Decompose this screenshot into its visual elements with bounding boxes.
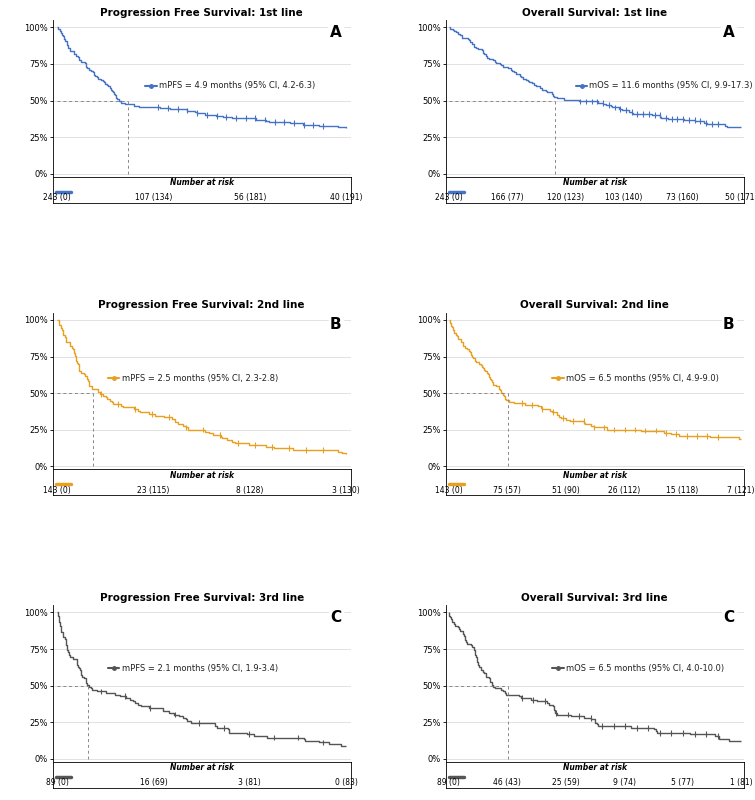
Text: 9 (74): 9 (74) — [612, 778, 636, 787]
Text: 15 (118): 15 (118) — [667, 486, 698, 494]
Text: mPFS = 4.9 months (95% CI, 4.2-6.3): mPFS = 4.9 months (95% CI, 4.2-6.3) — [159, 82, 316, 90]
Text: 26 (112): 26 (112) — [608, 486, 640, 494]
Text: Number at risk: Number at risk — [170, 763, 234, 772]
Text: Number at risk: Number at risk — [562, 178, 627, 187]
Text: 103 (140): 103 (140) — [606, 193, 643, 202]
Text: Number at risk: Number at risk — [170, 470, 234, 480]
Text: 143 (0): 143 (0) — [43, 486, 71, 494]
Text: 143 (0): 143 (0) — [435, 486, 463, 494]
Text: 40 (191): 40 (191) — [330, 193, 362, 202]
Text: 8 (128): 8 (128) — [236, 486, 263, 494]
Text: 50 (171): 50 (171) — [725, 193, 755, 202]
Text: 23 (115): 23 (115) — [137, 486, 170, 494]
Text: mOS = 11.6 months (95% CI, 9.9-17.3): mOS = 11.6 months (95% CI, 9.9-17.3) — [590, 82, 753, 90]
X-axis label: Months: Months — [181, 777, 222, 787]
X-axis label: Months: Months — [575, 777, 615, 787]
Text: 16 (69): 16 (69) — [140, 778, 168, 787]
X-axis label: Months: Months — [575, 485, 615, 494]
Text: 51 (90): 51 (90) — [552, 486, 579, 494]
Text: 0 (83): 0 (83) — [335, 778, 358, 787]
Text: mOS = 6.5 months (95% CI, 4.9-9.0): mOS = 6.5 months (95% CI, 4.9-9.0) — [566, 374, 719, 383]
Text: 120 (123): 120 (123) — [547, 193, 584, 202]
Text: 3 (130): 3 (130) — [332, 486, 360, 494]
Text: 166 (77): 166 (77) — [491, 193, 523, 202]
Text: 5 (77): 5 (77) — [671, 778, 694, 787]
X-axis label: Months: Months — [575, 192, 615, 202]
Text: 25 (59): 25 (59) — [552, 778, 579, 787]
Text: 75 (57): 75 (57) — [493, 486, 521, 494]
Text: 3 (81): 3 (81) — [239, 778, 261, 787]
X-axis label: Months: Months — [181, 485, 222, 494]
Text: C: C — [331, 610, 342, 625]
Text: 7 (121): 7 (121) — [727, 486, 755, 494]
Text: Number at risk: Number at risk — [562, 763, 627, 772]
Text: C: C — [723, 610, 735, 625]
Text: mPFS = 2.5 months (95% CI, 2.3-2.8): mPFS = 2.5 months (95% CI, 2.3-2.8) — [122, 374, 278, 383]
X-axis label: Months: Months — [181, 192, 222, 202]
Text: 107 (134): 107 (134) — [135, 193, 172, 202]
Text: 46 (43): 46 (43) — [493, 778, 521, 787]
Text: 89 (0): 89 (0) — [437, 778, 460, 787]
Title: Progression Free Survival: 3rd line: Progression Free Survival: 3rd line — [100, 593, 304, 603]
Text: Number at risk: Number at risk — [170, 178, 234, 187]
Text: A: A — [723, 25, 735, 40]
Title: Overall Survival: 3rd line: Overall Survival: 3rd line — [522, 593, 668, 603]
Text: A: A — [330, 25, 342, 40]
Text: 73 (160): 73 (160) — [666, 193, 699, 202]
Title: Overall Survival: 2nd line: Overall Survival: 2nd line — [520, 301, 669, 310]
Text: B: B — [723, 318, 735, 332]
Text: 56 (181): 56 (181) — [234, 193, 266, 202]
Text: 89 (0): 89 (0) — [46, 778, 69, 787]
Text: 243 (0): 243 (0) — [43, 193, 71, 202]
Text: 1 (81): 1 (81) — [729, 778, 752, 787]
Title: Overall Survival: 1st line: Overall Survival: 1st line — [522, 8, 667, 18]
Text: 243 (0): 243 (0) — [435, 193, 463, 202]
Title: Progression Free Survival: 2nd line: Progression Free Survival: 2nd line — [98, 301, 305, 310]
Text: mOS = 6.5 months (95% CI, 4.0-10.0): mOS = 6.5 months (95% CI, 4.0-10.0) — [566, 664, 724, 673]
Text: Number at risk: Number at risk — [562, 470, 627, 480]
Text: B: B — [330, 318, 342, 332]
Text: mPFS = 2.1 months (95% CI, 1.9-3.4): mPFS = 2.1 months (95% CI, 1.9-3.4) — [122, 664, 278, 673]
Title: Progression Free Survival: 1st line: Progression Free Survival: 1st line — [100, 8, 303, 18]
